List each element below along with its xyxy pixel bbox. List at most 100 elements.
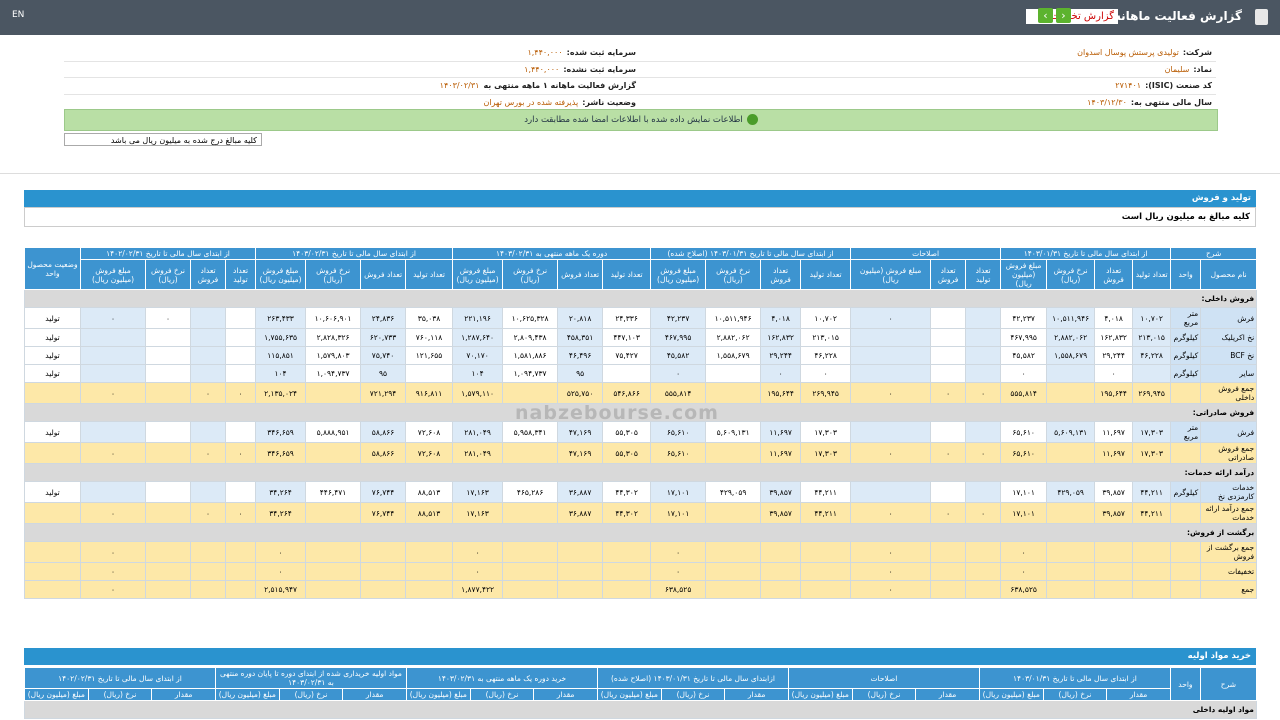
language-switch[interactable]: EN [12, 10, 25, 20]
value-cell: ۱,۵۷۹,۱۱۰ [452, 382, 504, 404]
header-cell: از ابتدای سال مالی تا تاریخ ۱۴۰۲/۰۲/۳۱ [79, 247, 257, 260]
value-cell: ۵۵۵,۸۱۴ [650, 382, 707, 404]
value-cell: ۰ [79, 307, 147, 329]
data-row: نخ اکریلیک کیلوگرم ۲۱۳,۰۱۵ ۱۶۲,۸۳۲ ۲,۸۸۲,۰۶۲… [24, 328, 1258, 347]
value-cell [965, 541, 1002, 563]
value-cell [305, 541, 362, 563]
value-cell [1132, 562, 1172, 581]
info-label: گزارش فعالیت ماهانه ۱ ماهه منتهی به [483, 81, 636, 91]
value-cell: ۱,۸۷۷,۴۲۲ [452, 580, 504, 599]
value-cell: ۶۳۸,۵۲۵ [1000, 580, 1048, 599]
value-cell: ۴۴,۳۰۲ [602, 502, 652, 524]
label-cell [1170, 382, 1202, 404]
value-cell [79, 421, 147, 443]
value-cell [79, 364, 147, 383]
value-cell: ۷۲,۶۰۸ [405, 442, 454, 464]
value-cell: ۴۵۸,۳۵۱ [557, 328, 604, 347]
value-cell: ۳۴,۲۶۴ [255, 481, 307, 503]
next-button[interactable]: › [1056, 8, 1071, 23]
value-cell: ۶۳۸,۵۲۵ [650, 580, 707, 599]
value-cell: ۴۶,۴۹۶ [557, 346, 604, 365]
header-row: شرح واحد از ابتدای سال مالی تا تاریخ ۱۴۰۳/… [24, 667, 1257, 701]
label-cell [1170, 562, 1202, 581]
value-cell: ۱۶۲,۸۳۲ [760, 328, 802, 347]
header-cell: مبلغ فروش (میلیون ریال) [452, 259, 504, 290]
header-cell: خرید دوره یک ماهه منتهی به ۱۴۰۳/۰۲/۳۱ [405, 667, 598, 689]
info-value: ۲۷۱۴۰۱ [1115, 81, 1142, 91]
value-cell [602, 541, 652, 563]
value-cell [1046, 580, 1096, 599]
value-cell [705, 541, 762, 563]
header-cell: تعداد فروش [760, 259, 802, 290]
value-cell [502, 502, 559, 524]
value-cell [225, 364, 257, 383]
value-cell: ۵۵,۳۰۵ [602, 421, 652, 443]
value-cell: ۵۸,۸۶۶ [360, 442, 407, 464]
value-cell: ۷۶۰,۱۱۸ [405, 328, 454, 347]
value-cell: تولید [24, 346, 81, 365]
prev-button[interactable]: ‹ [1038, 8, 1053, 23]
value-cell: ۰ [1094, 364, 1134, 383]
label-cell [1170, 502, 1202, 524]
info-label: سرمایه ثبت شده: [566, 48, 636, 58]
value-cell: ۲۸۱,۰۴۹ [452, 442, 504, 464]
value-cell: ۱۰۴ [255, 364, 307, 383]
value-cell: ۹۵ [557, 364, 604, 383]
value-cell: ۲۱۳,۰۱۵ [800, 328, 852, 347]
value-cell [705, 442, 762, 464]
section-cell: درآمد ارائه خدمات: [23, 463, 1258, 482]
value-cell [502, 562, 559, 581]
value-cell: ۵۵,۳۰۵ [602, 442, 652, 464]
header-cell: مبلغ (میلیون ریال) [978, 688, 1044, 701]
value-cell [360, 580, 407, 599]
value-cell [602, 562, 652, 581]
header-cell: مبلغ فروش (میلیون ریال) [650, 259, 707, 290]
header-cell: نام محصول [1200, 259, 1258, 290]
value-cell: ۴۲۹,۰۵۹ [705, 481, 762, 503]
value-cell [405, 562, 454, 581]
header-cell: تعداد فروش [1094, 259, 1134, 290]
value-cell: ۲۹,۲۴۴ [760, 346, 802, 365]
value-cell: ۰ [255, 562, 307, 581]
header-cell: نرخ (ریال) [660, 688, 726, 701]
value-cell: ۰ [1000, 364, 1048, 383]
value-cell [965, 481, 1002, 503]
value-cell [305, 502, 362, 524]
value-cell: ۰ [850, 502, 932, 524]
value-cell: ۳۶,۸۸۷ [557, 502, 604, 524]
value-cell [305, 382, 362, 404]
value-cell: ۴۴,۳۰۲ [602, 481, 652, 503]
header-cell: مبلغ فروش (میلیون ریال) [1000, 259, 1048, 290]
header-row: نام محصول واحد تعداد تولید تعداد فروش نرخ فر… [25, 259, 1258, 290]
value-cell: ۴۴۷,۱۰۳ [602, 328, 652, 347]
divider [0, 173, 1280, 174]
value-cell [800, 580, 852, 599]
value-cell: ۰ [850, 562, 932, 581]
value-cell: ۰ [225, 382, 257, 404]
header-cell: نرخ فروش (ریال) [145, 259, 192, 290]
value-cell: ۷۰,۱۷۰ [452, 346, 504, 365]
value-cell: ۰ [850, 307, 932, 329]
value-cell: ۰ [850, 541, 932, 563]
value-cell [502, 442, 559, 464]
value-cell [225, 328, 257, 347]
value-cell [502, 580, 559, 599]
header-row: شرح از ابتدای سال مالی تا تاریخ ۱۴۰۳/۰۱/۳… [24, 247, 1258, 290]
value-cell: ۰ [79, 382, 147, 404]
value-cell [760, 562, 802, 581]
header-row: مقدار نرخ (ریال) مبلغ (میلیون ریال) مقدار نر… [24, 688, 1257, 701]
value-cell: ۰ [650, 562, 707, 581]
value-cell: ۴۴۶,۴۷۱ [305, 481, 362, 503]
value-cell: ۴۲,۲۳۷ [650, 307, 707, 329]
value-cell: ۴۴,۲۱۱ [800, 481, 852, 503]
value-cell [145, 502, 192, 524]
value-cell: ۱۲۱,۶۵۵ [405, 346, 454, 365]
section-cell: فروش داخلی: [23, 289, 1258, 308]
value-cell: ۱۷,۱۶۳ [452, 502, 504, 524]
value-cell: ۹۵ [360, 364, 407, 383]
header-cell: تعداد تولید [800, 259, 852, 290]
label-cell: متر مربع [1170, 307, 1202, 329]
value-cell [145, 382, 192, 404]
value-cell: ۵۲۵,۷۵۰ [557, 382, 604, 404]
info-value: ۱,۴۴۰,۰۰۰ [527, 48, 563, 58]
